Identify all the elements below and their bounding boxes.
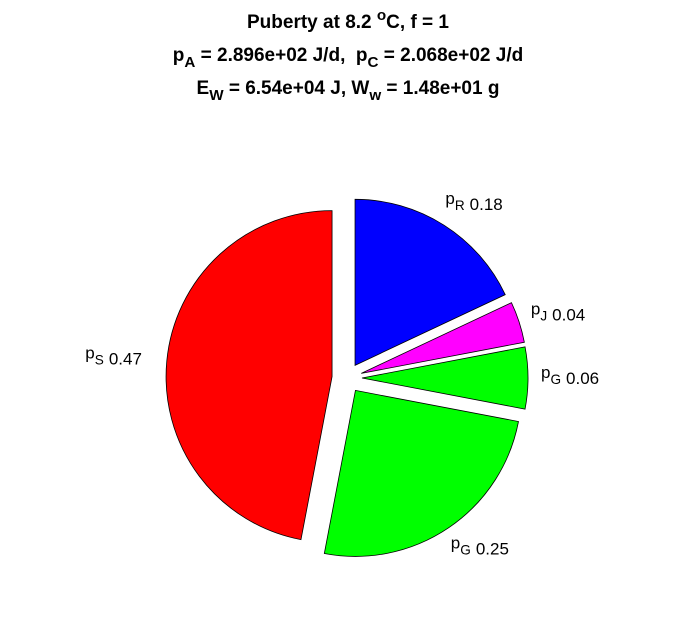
- text-part: W: [209, 87, 224, 104]
- text-part: J: [540, 308, 547, 323]
- chart-title: EW = 6.54e+04 J, Ww = 1.48e+01 g: [197, 78, 500, 104]
- pie-slice: [323, 389, 519, 557]
- text-part: = 2.068e+02 J/d: [378, 45, 523, 66]
- chart-title: Puberty at 8.2 oC, f = 1: [247, 7, 449, 33]
- slice-value: 0.47: [109, 350, 142, 369]
- text-part: G: [550, 372, 561, 387]
- text-part: p: [445, 189, 454, 208]
- slice-value: 0.06: [566, 369, 599, 388]
- slice-value: 0.18: [470, 195, 503, 214]
- text-part: p: [85, 344, 94, 363]
- text-part: E: [197, 78, 210, 99]
- text-part: C, f = 1: [386, 12, 449, 33]
- text-part: Puberty at 8.2: [247, 12, 377, 33]
- pie-slice: [354, 198, 506, 366]
- text-part: p: [531, 299, 540, 318]
- text-part: = 2.896e+02 J/d, p: [195, 45, 367, 66]
- slice-label: pG 0.06: [541, 363, 599, 388]
- text-part: o: [377, 7, 386, 24]
- text-part: p: [173, 45, 185, 66]
- text-part: S: [95, 353, 104, 368]
- slice-label: pR 0.18: [445, 189, 502, 214]
- pie-slice: [361, 302, 525, 374]
- text-part: = 1.48e+01 g: [381, 78, 499, 99]
- text-part: w: [368, 87, 381, 104]
- pie-slice: [165, 210, 333, 541]
- text-part: p: [541, 363, 550, 382]
- slice-label: pS 0.47: [85, 344, 142, 369]
- chart-title: pA = 2.896e+02 J/d, pC = 2.068e+02 J/d: [173, 45, 523, 71]
- text-part: A: [184, 54, 195, 71]
- slice-value: 0.04: [552, 305, 585, 324]
- text-part: = 6.54e+04 J, W: [224, 78, 370, 99]
- slice-label: pJ 0.04: [531, 299, 585, 324]
- text-part: R: [455, 198, 465, 213]
- text-part: C: [368, 54, 379, 71]
- slice-label: pG 0.25: [451, 533, 509, 558]
- text-part: p: [451, 533, 460, 552]
- pie-slice: [361, 346, 529, 410]
- slice-value: 0.25: [476, 539, 509, 558]
- text-part: G: [460, 542, 471, 557]
